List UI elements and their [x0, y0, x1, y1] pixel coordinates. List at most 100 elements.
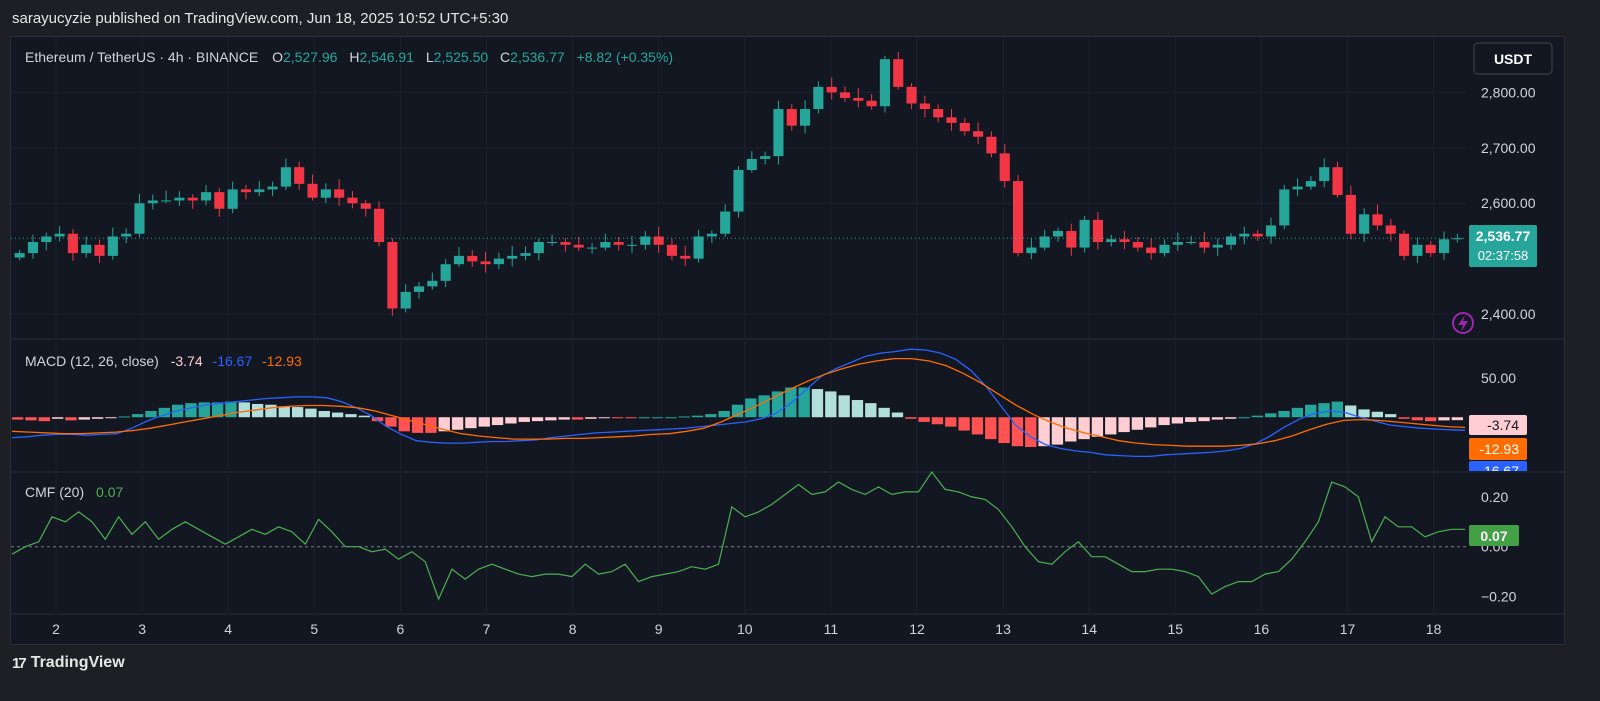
candle-body [773, 109, 784, 157]
candle-body [440, 264, 451, 281]
candle-body [1332, 167, 1343, 195]
candle-body [187, 197, 198, 201]
candle-body [733, 169, 744, 212]
candle-body [746, 158, 757, 170]
macd-hist-bar [585, 417, 597, 419]
macd-hist-bar [1225, 417, 1237, 419]
macd-hist-bar [998, 417, 1010, 444]
macd-hist-bar [945, 417, 957, 427]
candle [1239, 226, 1250, 245]
macd-hist-bar [838, 395, 850, 418]
candle-body [893, 59, 904, 87]
candle [214, 188, 225, 217]
candle-body [1319, 167, 1330, 182]
candle [879, 55, 890, 113]
macd-hist-bar [1105, 417, 1117, 435]
macd-hist-bar [291, 407, 304, 418]
candle-body [999, 153, 1010, 182]
candle-body [254, 189, 265, 193]
macd-hist-bar [1198, 417, 1210, 422]
candle-body [866, 100, 877, 107]
candle-body [1399, 233, 1410, 256]
lightning-icon[interactable] [1452, 312, 1474, 334]
candle [1199, 232, 1210, 254]
macd-hist-bar [1425, 417, 1437, 422]
candle-body [1225, 236, 1237, 245]
macd-legend[interactable]: MACD (12, 26, close) -3.74 -16.67 -12.93 [25, 353, 302, 369]
macd-hist-bar [1345, 405, 1357, 418]
chart-frame[interactable]: 2 3 4 5 6 7 8 9 10 11 12 13 14 15 16 17 18 2,800.00 2,700.… [10, 36, 1565, 645]
candle [1292, 178, 1303, 197]
candle-body [613, 242, 624, 245]
macd-hist-bar [1278, 410, 1290, 418]
candle [54, 225, 65, 242]
candle [1146, 238, 1157, 260]
x-tick-label: 5 [310, 621, 318, 637]
macd-hist-bar [558, 417, 570, 420]
macd-hist-bar [1145, 417, 1157, 428]
macd-hist-bar [718, 410, 730, 418]
macd-hist-bar [1398, 417, 1410, 419]
macd-hist-bar [438, 417, 450, 432]
macd-hist-bar [638, 417, 650, 419]
candle [1159, 239, 1170, 257]
candle-body [626, 244, 638, 246]
x-tick-label: 8 [569, 621, 577, 637]
candle [1186, 235, 1197, 245]
macd-hist-bar [425, 417, 437, 433]
macd-hist-bar [571, 417, 584, 420]
last-price-badge: 2,536.77 02:37:58 [1469, 225, 1537, 267]
candle [200, 184, 212, 206]
candle [919, 95, 930, 118]
candle [254, 181, 265, 197]
candle-body [214, 192, 225, 209]
last-price: 2,536.77 [1476, 228, 1531, 244]
candle [760, 151, 771, 165]
macd-hist-bar [1318, 403, 1330, 418]
macd-hist-bar [971, 417, 984, 435]
macd-hist-bar [65, 417, 77, 421]
cmf-legend[interactable]: CMF (20) 0.07 [25, 484, 123, 500]
macd-hist-bar [38, 417, 50, 422]
currency-button[interactable]: USDT [1473, 42, 1553, 75]
candle-body [280, 167, 291, 187]
macd-hist-bar [1371, 411, 1384, 418]
macd-hist-bar [1305, 404, 1317, 418]
macd-hist-bar [1118, 417, 1130, 433]
macd-hist-bar [891, 412, 904, 418]
candle-body [1212, 244, 1223, 248]
macd-hist-bar [1331, 401, 1344, 418]
candle-body [1199, 242, 1210, 248]
candle-body [1012, 181, 1024, 254]
candle [826, 77, 837, 100]
candle-body [1132, 242, 1143, 248]
macd-hist-bar [1078, 417, 1090, 440]
candle [294, 161, 305, 190]
candle-body [413, 286, 425, 292]
candle [600, 233, 611, 251]
candle [1399, 230, 1410, 261]
macd-title: MACD (12, 26, close) [25, 353, 159, 369]
chart-svg[interactable]: 2 3 4 5 6 7 8 9 10 11 12 13 14 15 16 17 18 2,800.00 2,700.… [11, 37, 1564, 644]
symbol-legend[interactable]: Ethereum / TetherUS · 4h · BINANCE O2,52… [25, 49, 673, 65]
macd-hist-bar [1451, 417, 1464, 421]
candle-body [1265, 225, 1277, 237]
macd-hist-bar [1091, 417, 1104, 437]
candle [134, 193, 145, 238]
candle-body [1146, 247, 1157, 254]
candle [1279, 184, 1290, 230]
candle [1119, 230, 1130, 250]
candle-body [826, 86, 837, 93]
candle [1319, 158, 1330, 188]
candle-body [121, 233, 132, 237]
candle-body [374, 208, 385, 243]
macd-hist-bar [331, 412, 344, 418]
cmf-line [11, 470, 1465, 601]
macd-hist-bar [905, 417, 917, 419]
candle-body [41, 236, 52, 243]
candle [1106, 234, 1117, 247]
candle [1332, 161, 1343, 198]
candle-body [1066, 230, 1077, 248]
macd-hist-bar [731, 404, 744, 418]
x-tick-label: 12 [909, 621, 925, 637]
